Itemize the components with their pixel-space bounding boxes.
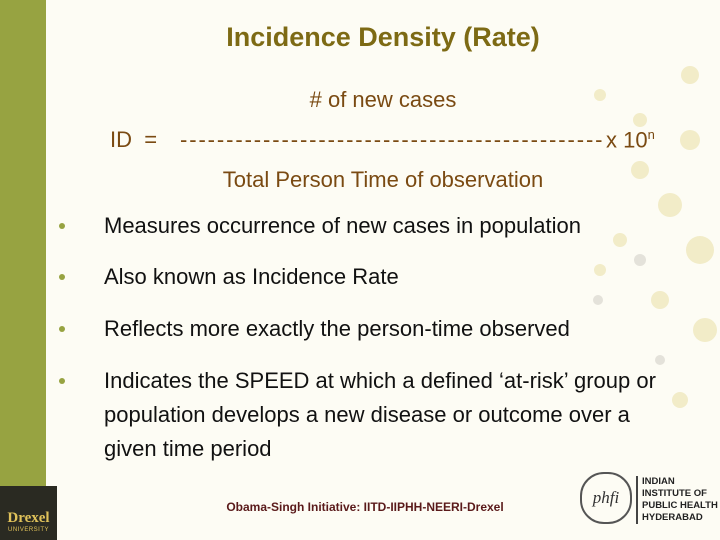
- logo-line: INDIAN: [642, 476, 675, 487]
- logo-sub: UNIVERSITY: [7, 527, 49, 533]
- title: Incidence Density (Rate): [226, 22, 540, 52]
- bullet-dot: [59, 274, 65, 280]
- bullet: Also known as Incidence Rate: [104, 264, 399, 289]
- logo-line: PUBLIC HEALTH: [642, 500, 718, 511]
- denominator: Total Person Time of observation: [222, 167, 544, 192]
- exponent: n: [647, 127, 655, 142]
- bullet: Measures occurrence of new cases in popu…: [104, 213, 581, 238]
- bullet: Reflects more exactly the person-time ob…: [104, 316, 570, 341]
- bullet-dot: [59, 378, 65, 384]
- logo-line: INSTITUTE OF: [642, 488, 707, 499]
- phfi-logo: phfi: [580, 472, 632, 524]
- drexel-logo: Drexel UNIVERSITY: [0, 486, 57, 540]
- bullet-dot: [59, 326, 65, 332]
- fraction-line: ----------------------------------------…: [180, 127, 605, 152]
- numerator: # of new cases: [309, 87, 457, 112]
- logo-name: Drexel: [7, 510, 50, 526]
- footer: Obama-Singh Initiative: IITD-IIPHH-NEERI…: [226, 500, 504, 514]
- logo-line: HYDERABAD: [642, 512, 703, 523]
- multiplier-text: x 10: [606, 127, 648, 153]
- side-strip: [0, 0, 46, 540]
- formula-lhs: ID =: [110, 127, 158, 152]
- bullet-dot: [59, 223, 65, 229]
- multiplier: x 10n: [606, 127, 655, 153]
- iiph-logo: INDIAN INSTITUTE OF PUBLIC HEALTH HYDERA…: [636, 476, 718, 524]
- bullet: Indicates the SPEED at which a defined ‘…: [104, 368, 656, 461]
